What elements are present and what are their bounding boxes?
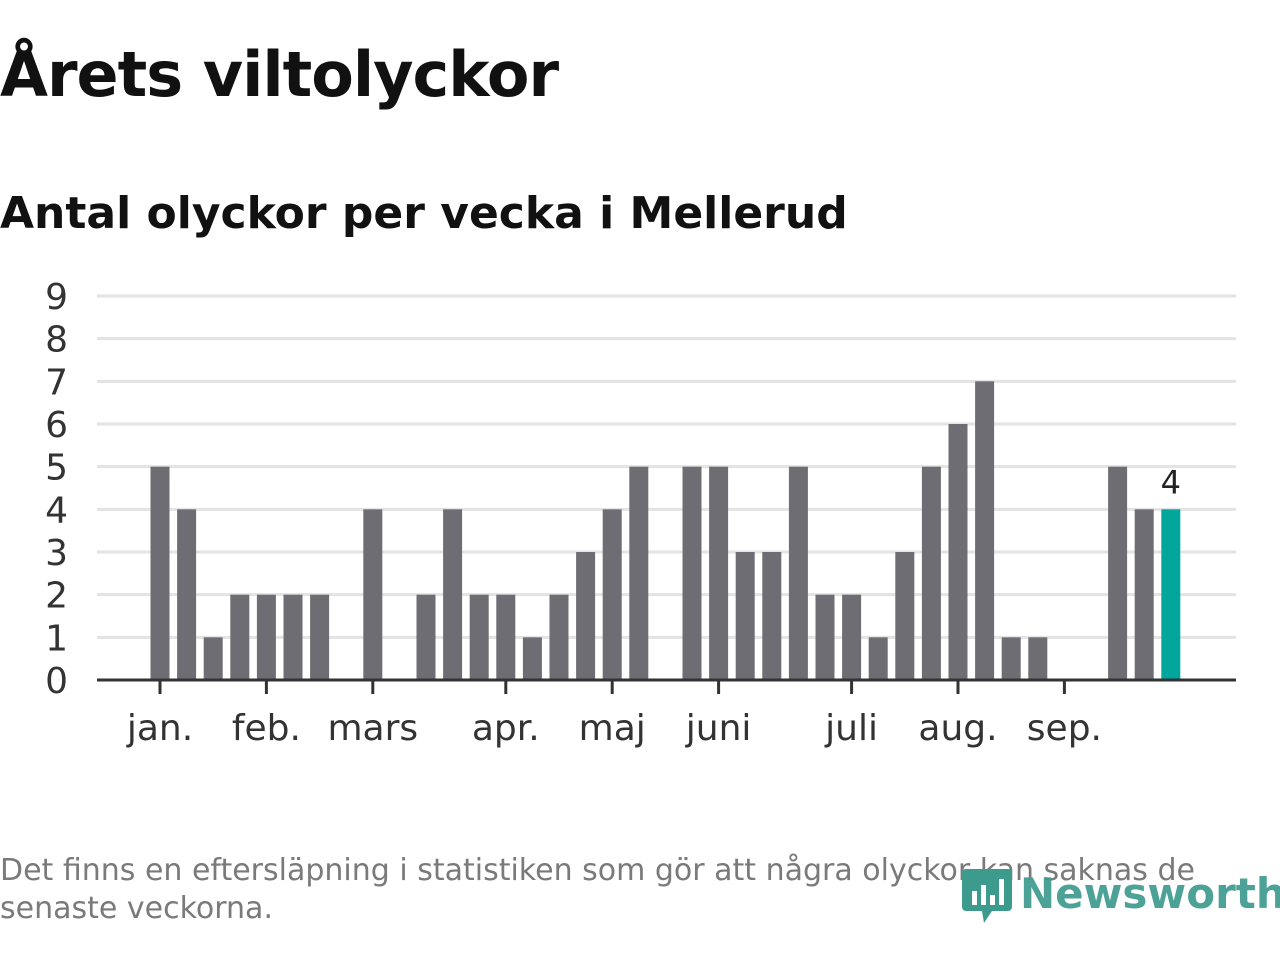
y-tick-label: 0 <box>45 661 68 702</box>
bar <box>230 594 250 680</box>
bar <box>948 424 968 680</box>
bar <box>469 594 489 680</box>
bar <box>602 509 622 680</box>
bar <box>1108 466 1128 680</box>
bar <box>203 637 223 680</box>
data-label: 4 <box>1161 463 1181 501</box>
bar <box>788 466 808 680</box>
bar <box>975 381 995 680</box>
y-tick-label: 9 <box>45 277 68 318</box>
bar <box>842 594 862 680</box>
bar <box>709 466 729 680</box>
x-tick-label: juli <box>824 708 878 749</box>
bar <box>868 637 888 680</box>
chart-title: Årets viltolyckor <box>0 38 559 111</box>
bar <box>256 594 276 680</box>
x-tick-label: sep. <box>1027 708 1102 749</box>
x-tick-label: mars <box>327 708 418 749</box>
x-tick-label: feb. <box>232 708 301 749</box>
bar <box>549 594 569 680</box>
bar <box>1134 509 1154 680</box>
bar <box>629 466 649 680</box>
bar <box>895 552 915 680</box>
logo-text: Newsworthy <box>1020 868 1280 918</box>
x-tick-label: apr. <box>472 708 540 749</box>
x-tick-label: juni <box>685 708 752 749</box>
bar <box>762 552 782 680</box>
bars <box>150 381 1181 680</box>
x-tick-label: maj <box>579 708 646 749</box>
x-axis-ticks: jan. feb. mars apr. maj juni juli aug. sep. <box>126 680 1102 749</box>
y-tick-label: 8 <box>45 320 68 361</box>
bar <box>416 594 436 680</box>
bar <box>363 509 383 680</box>
y-tick-label: 5 <box>45 448 68 489</box>
annotations: 4 <box>1161 463 1181 501</box>
bar <box>283 594 303 680</box>
bar <box>150 466 170 680</box>
bar <box>1028 637 1048 680</box>
bar <box>921 466 941 680</box>
y-tick-label: 6 <box>45 405 68 446</box>
bar <box>682 466 702 680</box>
y-tick-label: 1 <box>45 618 68 659</box>
y-tick-label: 7 <box>45 362 68 403</box>
gridlines <box>97 294 1236 639</box>
bar <box>576 552 596 680</box>
y-tick-label: 3 <box>45 533 68 574</box>
bar <box>443 509 463 680</box>
bar <box>735 552 755 680</box>
newsworthy-logo: Newsworthy <box>962 858 1280 928</box>
bar-highlight <box>1161 509 1181 680</box>
bar <box>522 637 542 680</box>
bar <box>1001 637 1021 680</box>
y-tick-label: 4 <box>45 490 68 531</box>
bar <box>310 594 330 680</box>
newsworthy-logo-icon <box>962 869 1012 923</box>
bar <box>177 509 197 680</box>
x-tick-label: jan. <box>126 708 193 749</box>
chart-subtitle: Antal olyckor per vecka i Mellerud <box>0 188 848 239</box>
x-tick-label: aug. <box>918 708 997 749</box>
bar <box>496 594 516 680</box>
y-tick-label: 2 <box>45 576 68 617</box>
bar <box>815 594 835 680</box>
